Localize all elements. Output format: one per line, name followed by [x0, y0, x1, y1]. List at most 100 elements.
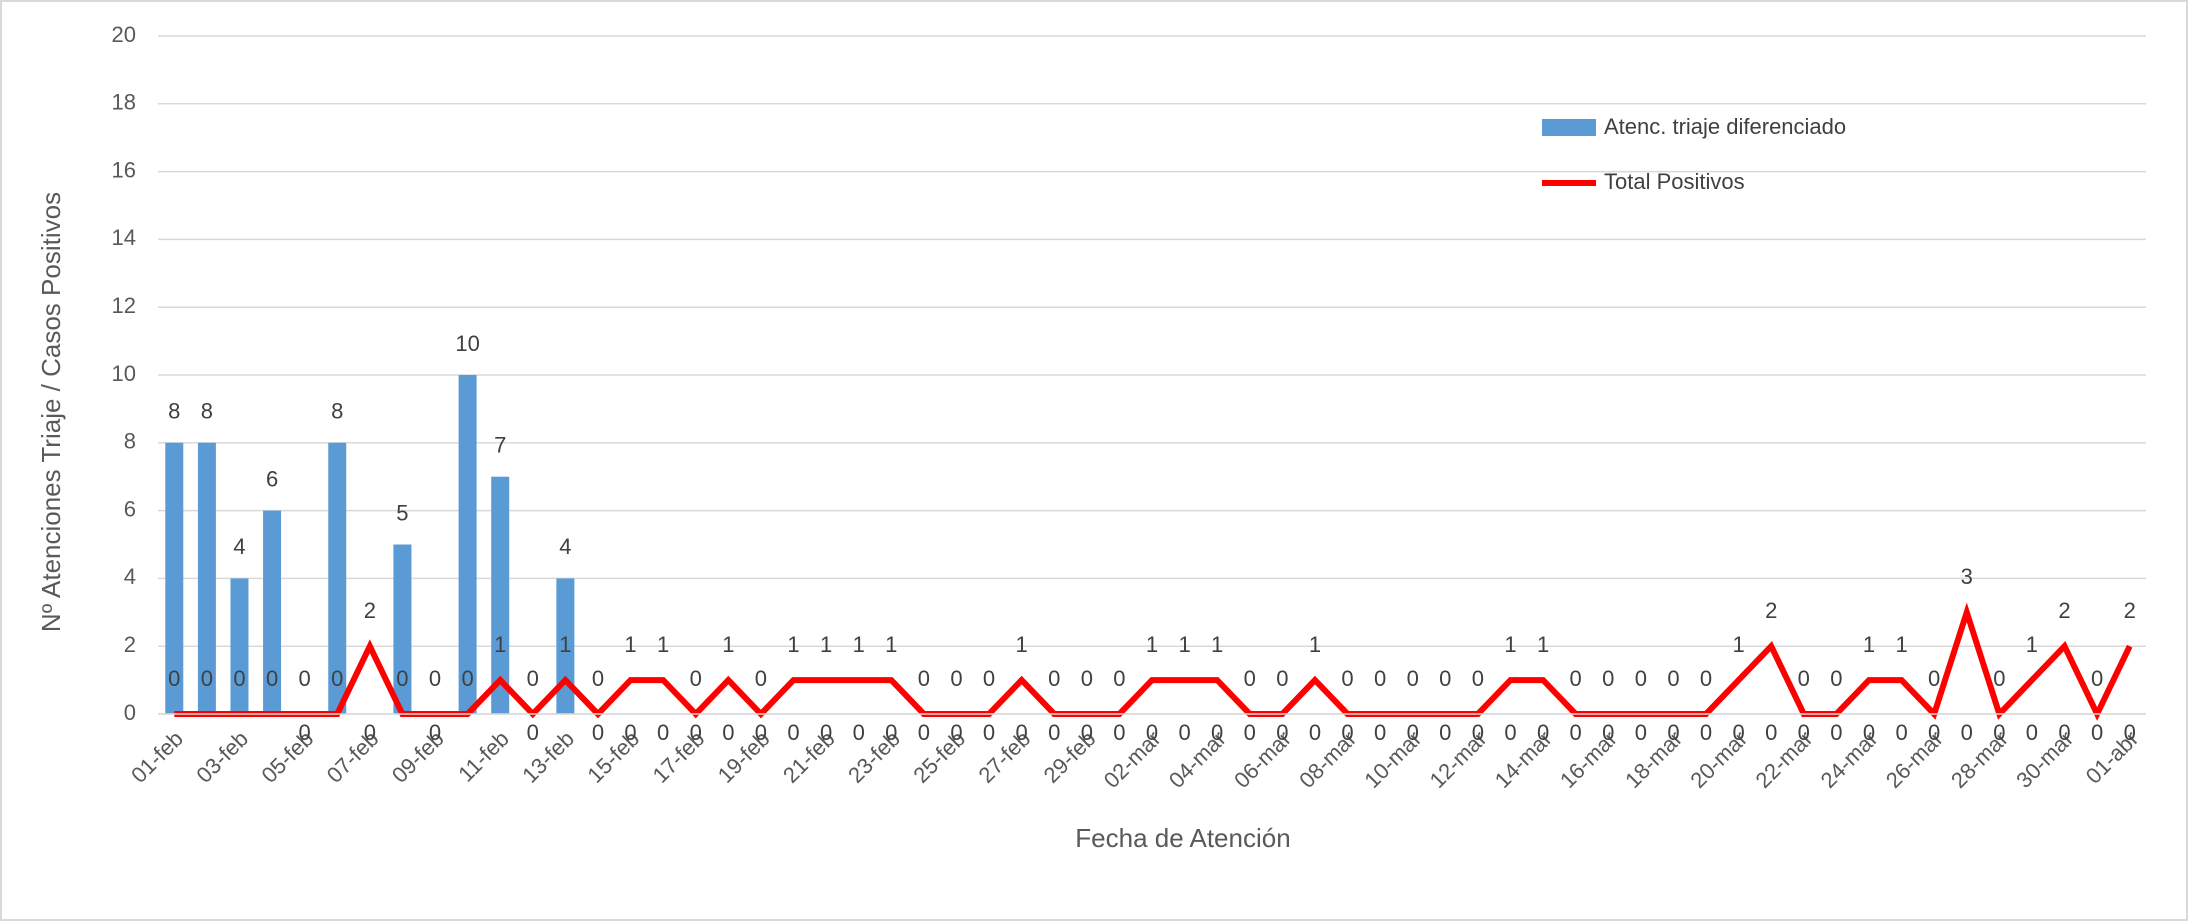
bar-value-label: 7: [494, 433, 506, 458]
bar-value-label: 8: [331, 399, 343, 424]
line-value-label: 2: [2124, 598, 2136, 623]
line-value-label: 1: [1863, 632, 1875, 657]
bar: [263, 510, 282, 714]
line-value-label: 0: [396, 666, 408, 691]
line-value-label: 0: [2091, 666, 2103, 691]
line-value-label: 1: [820, 632, 832, 657]
bar: [197, 442, 216, 714]
bar-value-label: 0: [1081, 720, 1093, 745]
bar-value-label: 0: [1341, 720, 1353, 745]
line-value-label: 1: [1537, 632, 1549, 657]
bar-value-label: 0: [1374, 720, 1386, 745]
line-value-label: 0: [527, 666, 539, 691]
bar: [328, 442, 347, 714]
y-axis-title: Nº Atenciones Triaje / Casos Positivos: [36, 192, 66, 632]
bar-value-label: 0: [1016, 720, 1028, 745]
line-value-label: 0: [1374, 666, 1386, 691]
x-axis-title: Fecha de Atención: [1075, 823, 1290, 853]
bar-value-label: 0: [950, 720, 962, 745]
line-value-label: 0: [1993, 666, 2005, 691]
bar-value-label: 0: [1309, 720, 1321, 745]
line-value-label: 0: [461, 666, 473, 691]
line-value-label: 1: [1146, 632, 1158, 657]
bar-value-label: 0: [1146, 720, 1158, 745]
line-value-label: 0: [1439, 666, 1451, 691]
bar-value-label: 0: [624, 720, 636, 745]
line-value-label: 1: [1211, 632, 1223, 657]
line-value-label: 0: [755, 666, 767, 691]
bar-value-label: 0: [1765, 720, 1777, 745]
bar-value-label: 0: [1439, 720, 1451, 745]
line-value-label: 1: [722, 632, 734, 657]
bar-value-label: 0: [1798, 720, 1810, 745]
line-value-label: 2: [1765, 598, 1777, 623]
line-value-label: 0: [331, 666, 343, 691]
line-value-label: 2: [364, 598, 376, 623]
bar-value-label: 0: [2058, 720, 2070, 745]
bar-value-label: 0: [1863, 720, 1875, 745]
bar: [393, 544, 412, 714]
line-value-label: 0: [299, 666, 311, 691]
line-value-label: 3: [1961, 564, 1973, 589]
line-value-label: 2: [2058, 598, 2070, 623]
y-tick-label: 14: [112, 225, 136, 250]
y-tick-label: 12: [112, 293, 136, 318]
bar-value-label: 0: [429, 720, 441, 745]
bar-value-label: 0: [1895, 720, 1907, 745]
line-value-label: 1: [657, 632, 669, 657]
legend-label: Total Positivos: [1604, 169, 1745, 194]
bar-value-label: 0: [2026, 720, 2038, 745]
y-tick-label: 20: [112, 22, 136, 47]
bar-value-label: 10: [455, 331, 479, 356]
bar-value-label: 0: [1504, 720, 1516, 745]
bar-value-label: 0: [1048, 720, 1060, 745]
bar-value-label: 0: [1732, 720, 1744, 745]
line-value-label: 1: [559, 632, 571, 657]
line-value-label: 0: [1570, 666, 1582, 691]
bar-value-label: 0: [722, 720, 734, 745]
line-value-label: 1: [1309, 632, 1321, 657]
line-value-label: 0: [1602, 666, 1614, 691]
line-value-label: 0: [1341, 666, 1353, 691]
bar: [230, 578, 249, 714]
bar-value-label: 0: [1961, 720, 1973, 745]
y-tick-label: 8: [124, 429, 136, 454]
line-value-label: 0: [1048, 666, 1060, 691]
bar-value-label: 0: [657, 720, 669, 745]
bar-value-label: 0: [1928, 720, 1940, 745]
line-value-label: 0: [592, 666, 604, 691]
line-value-label: 1: [787, 632, 799, 657]
bar-value-label: 0: [364, 720, 376, 745]
bar-value-label: 0: [299, 720, 311, 745]
bar-value-label: 0: [853, 720, 865, 745]
bar-value-label: 0: [1537, 720, 1549, 745]
bar-value-label: 0: [1244, 720, 1256, 745]
bar: [165, 442, 184, 714]
line-value-label: 0: [168, 666, 180, 691]
bar-value-label: 0: [1276, 720, 1288, 745]
line-value-label: 1: [1178, 632, 1190, 657]
line-value-label: 0: [266, 666, 278, 691]
bar-value-label: 4: [233, 534, 245, 559]
y-tick-label: 10: [112, 361, 136, 386]
bar-value-label: 0: [690, 720, 702, 745]
bar: [458, 375, 477, 714]
bar-value-label: 6: [266, 466, 278, 491]
bar-value-label: 0: [1700, 720, 1712, 745]
bar-value-label: 0: [1993, 720, 2005, 745]
bar-value-label: 5: [396, 500, 408, 525]
line-value-label: 0: [1081, 666, 1093, 691]
line-value-label: 1: [1504, 632, 1516, 657]
line-value-label: 0: [233, 666, 245, 691]
bar-value-label: 0: [918, 720, 930, 745]
line-value-label: 0: [1928, 666, 1940, 691]
line-value-label: 0: [1798, 666, 1810, 691]
line-value-label: 1: [853, 632, 865, 657]
bar-value-label: 0: [1113, 720, 1125, 745]
bar-value-label: 0: [1472, 720, 1484, 745]
bar-value-label: 8: [201, 399, 213, 424]
bar-value-label: 0: [1602, 720, 1614, 745]
line-value-label: 1: [1016, 632, 1028, 657]
bar-value-label: 0: [1178, 720, 1190, 745]
bar: [556, 578, 575, 714]
